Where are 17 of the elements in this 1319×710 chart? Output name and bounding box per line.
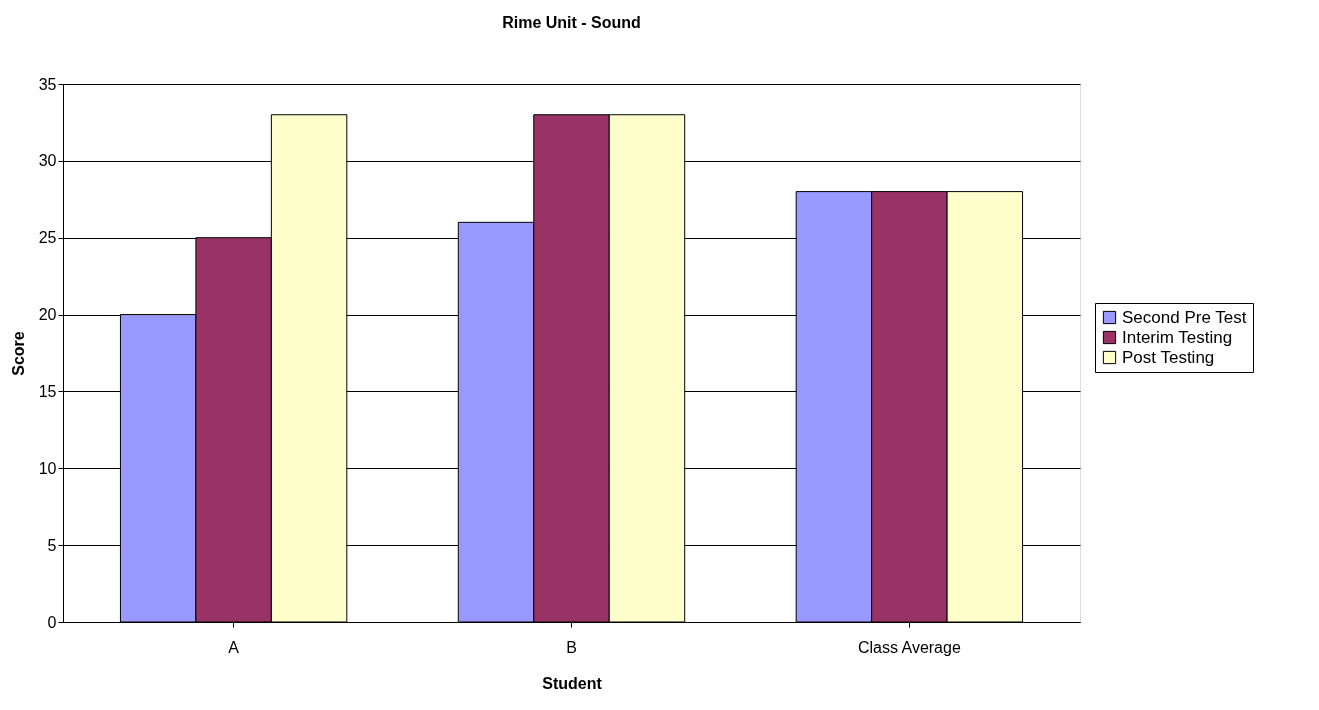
y-tick-label: 0 bbox=[47, 613, 57, 631]
y-tick-label: 20 bbox=[38, 306, 57, 324]
y-tick-label: 5 bbox=[47, 536, 57, 554]
y-tick-label: 15 bbox=[38, 382, 57, 400]
legend-label: Interim Testing bbox=[1122, 327, 1233, 347]
chart-title: Rime Unit - Sound bbox=[502, 14, 641, 31]
x-tick-label: Class Average bbox=[857, 638, 961, 656]
legend-label: Post Testing bbox=[1122, 347, 1215, 367]
x-tick-label: A bbox=[228, 638, 240, 656]
x-tick-label: B bbox=[566, 638, 577, 656]
y-tick-label: 25 bbox=[38, 229, 57, 247]
y-tick-label: 30 bbox=[38, 152, 57, 170]
x-axis-title: Student bbox=[542, 674, 603, 692]
y-tick-label: 10 bbox=[38, 459, 57, 477]
y-tick-label: 35 bbox=[38, 75, 57, 93]
legend-label: Second Pre Test bbox=[1122, 307, 1247, 327]
y-axis-title: Score bbox=[9, 331, 27, 376]
